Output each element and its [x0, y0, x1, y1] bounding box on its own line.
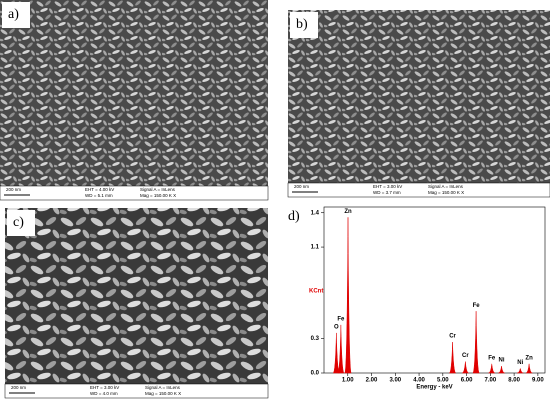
label-box — [2, 2, 30, 28]
peak-label: Zn — [525, 355, 533, 361]
info-bar — [287, 182, 550, 198]
info-text: Mag = 150.00 K X — [140, 193, 176, 198]
x-tick-label: 7.00 — [485, 378, 497, 384]
peak — [462, 361, 469, 374]
y-tick-label: 1.4 — [311, 210, 320, 216]
peak — [449, 342, 457, 374]
plot-frame — [323, 206, 546, 374]
info-bar — [4, 383, 269, 399]
peak — [332, 332, 340, 374]
y-tick-label: 1.1 — [311, 245, 320, 251]
y-tick-label: 0.3 — [311, 336, 320, 342]
peak — [337, 324, 345, 374]
peak-label: Fe — [473, 303, 481, 309]
info-text: WD = 4.0 mm — [90, 391, 118, 396]
peak — [498, 366, 505, 374]
peak-label: Fe — [488, 355, 496, 361]
panel-label: a) — [8, 7, 19, 22]
info-text: EHT = 3.00 kV — [90, 385, 119, 390]
info-text: EHT = 4.00 kV — [85, 187, 114, 192]
peak-label: O — [334, 325, 339, 331]
label-box — [290, 12, 318, 38]
scale-label: 200 nm — [6, 187, 21, 192]
sem-image — [0, 0, 268, 186]
x-axis-label: Energy - keV — [416, 385, 452, 391]
x-tick-label: 8.00 — [508, 378, 520, 384]
info-text: WD = 5.1 mm — [85, 193, 113, 198]
peak — [344, 217, 352, 374]
info-text: Mag = 150.00 K X — [428, 190, 464, 195]
peak-label: Ni — [499, 358, 505, 364]
info-text: Mag = 150.00 K X — [145, 391, 181, 396]
info-text: Signal A = InLens — [145, 385, 181, 390]
info-bar — [0, 185, 269, 201]
peak-label: Cr — [462, 353, 469, 359]
sem-image — [5, 208, 268, 384]
label-box — [7, 210, 35, 236]
info-text: Signal A = InLens — [428, 184, 464, 189]
panel-label: b) — [296, 17, 308, 32]
peak-label: Zn — [344, 209, 352, 215]
peak — [525, 363, 533, 374]
y-axis-label: KCnt — [309, 289, 323, 295]
x-tick-label: 9.00 — [532, 378, 544, 384]
sem-image — [288, 10, 550, 183]
info-text: WD = 3.7 mm — [373, 190, 401, 195]
x-tick-label: 1.00 — [342, 378, 354, 384]
x-tick-label: 6.00 — [461, 378, 473, 384]
scale-label: 200 nm — [11, 385, 26, 390]
info-text: Signal A = InLens — [140, 187, 176, 192]
x-tick-label: 5.00 — [437, 378, 449, 384]
scale-label: 200 nm — [294, 184, 309, 189]
peak — [488, 363, 496, 374]
info-text: EHT = 3.00 kV — [373, 184, 402, 189]
panel-label: c) — [13, 215, 24, 230]
peak-label: Fe — [337, 316, 345, 322]
x-tick-label: 3.00 — [389, 378, 401, 384]
y-tick-label: 0.0 — [311, 371, 320, 377]
peak — [472, 311, 480, 374]
peak — [517, 368, 524, 374]
peak-label: Ni — [517, 360, 523, 366]
panel-label: d) — [288, 209, 300, 224]
x-tick-label: 4.00 — [413, 378, 425, 384]
peak-label: Cr — [449, 334, 456, 340]
x-tick-label: 2.00 — [366, 378, 378, 384]
